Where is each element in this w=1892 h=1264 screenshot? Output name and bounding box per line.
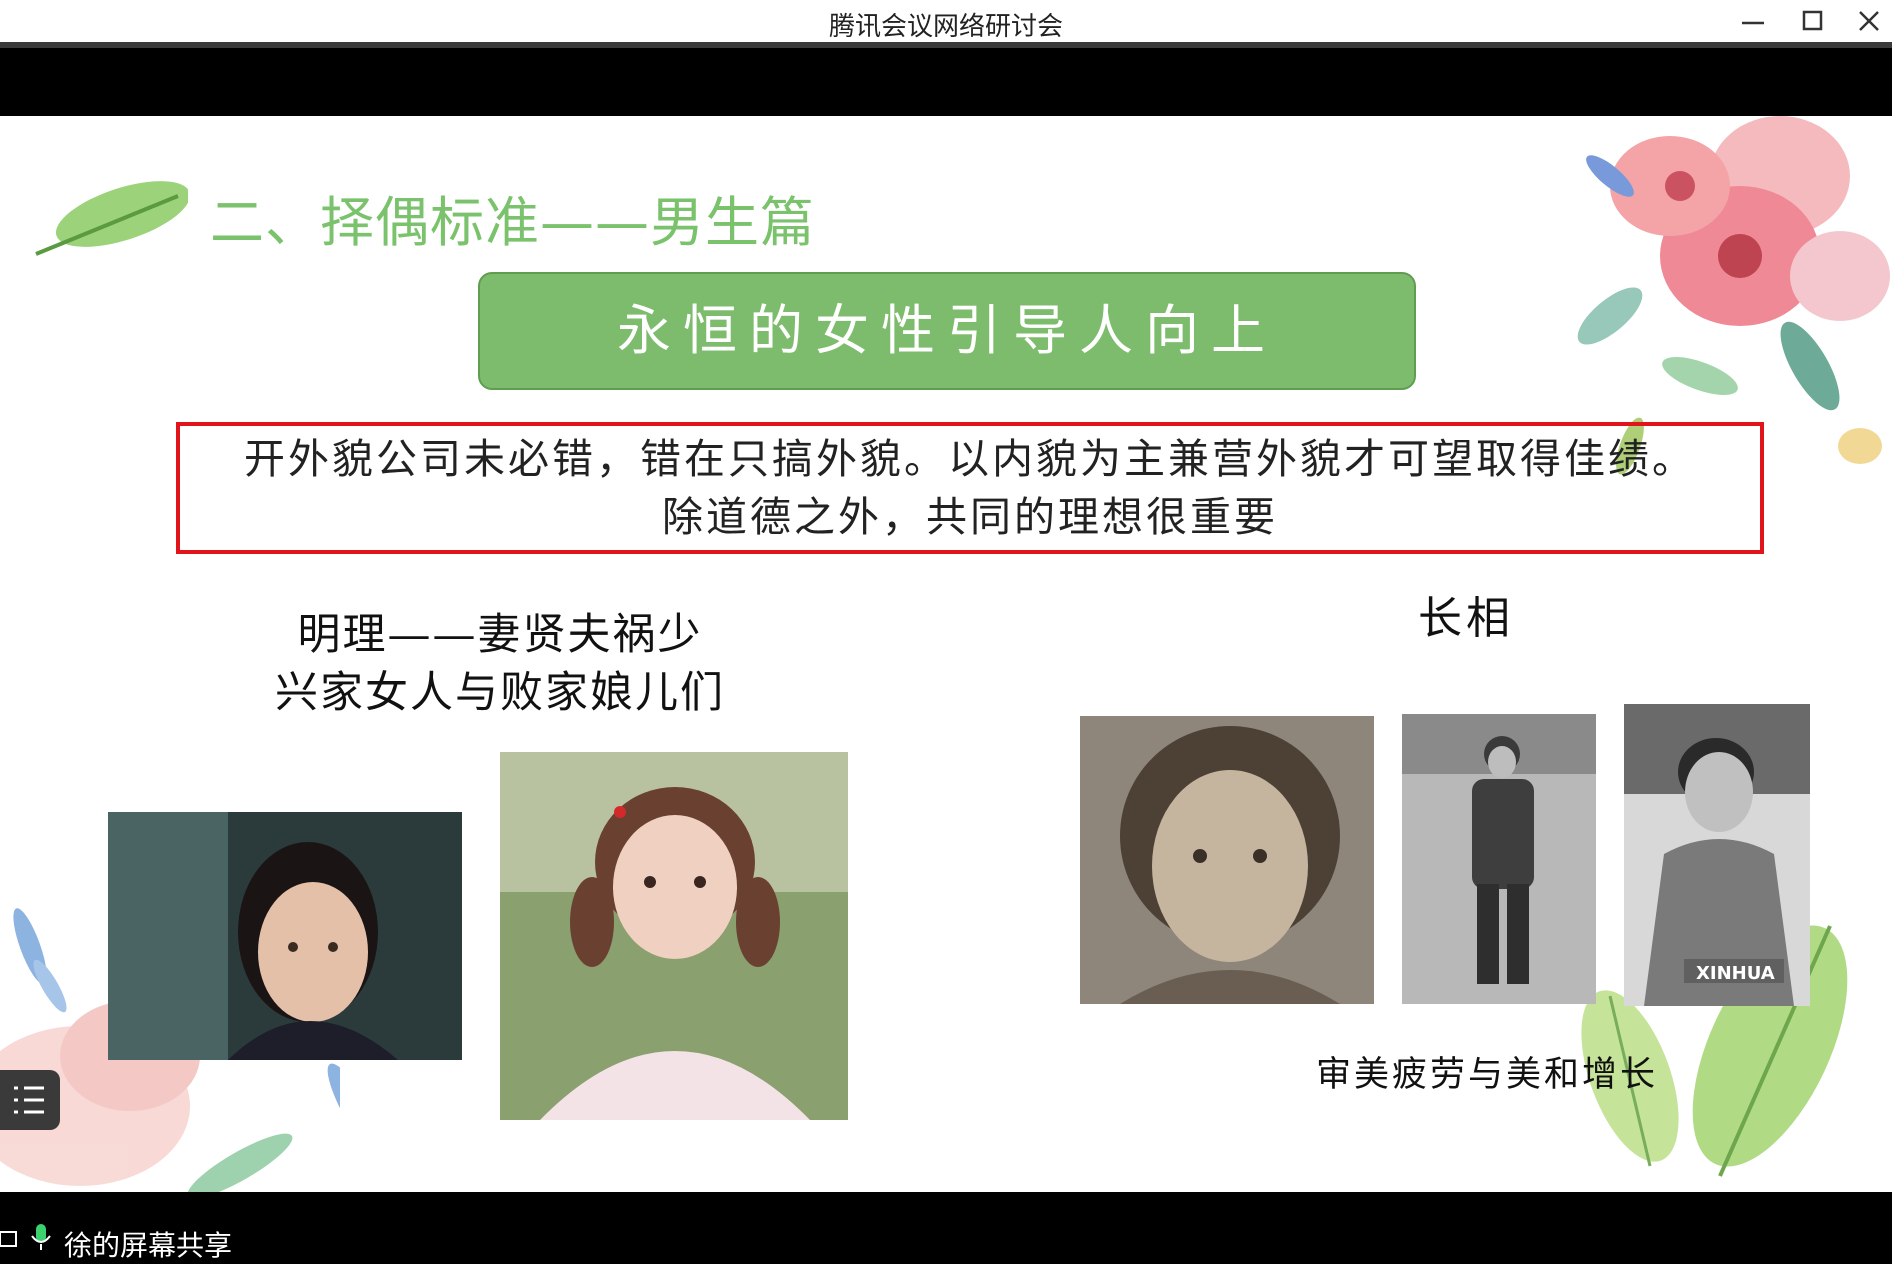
floral-decoration-top-right	[1577, 116, 1890, 475]
window-title-bar: 腾讯会议网络研讨会	[0, 0, 1892, 48]
looks-label: 长相	[1418, 593, 1514, 644]
maximize-button[interactable]	[1790, 6, 1834, 36]
right-caption: 审美疲劳与美和增长	[1316, 1055, 1659, 1095]
video-letterbox-top	[0, 48, 1892, 116]
microphone-icon[interactable]	[28, 1222, 54, 1252]
minimize-button[interactable]	[1730, 6, 1774, 36]
portrait-photo-1	[108, 812, 462, 1060]
meeting-bottom-bar	[0, 1192, 1892, 1252]
sidebar-toggle-button[interactable]	[0, 1070, 60, 1130]
list-icon	[14, 1086, 44, 1114]
portrait-photo-5: XINHUA	[1624, 704, 1810, 1006]
quote-box: 开外貌公司未必错，错在只搞外貌。以内貌为主兼营外貌才可望取得佳绩。 除道德之外，…	[176, 422, 1764, 554]
screen-share-icon	[0, 1231, 17, 1247]
close-icon	[1859, 11, 1879, 31]
xinhua-watermark: XINHUA	[1696, 963, 1775, 984]
portrait-photo-3	[1080, 716, 1374, 1004]
slide-banner: 永恒的女性引导人向上	[478, 272, 1416, 390]
close-button[interactable]	[1846, 6, 1890, 36]
minimize-icon	[1742, 21, 1764, 25]
left-caption-line-2: 兴家女人与败家娘儿们	[275, 668, 725, 718]
slide-heading: 二、择偶标准——男生篇	[210, 191, 815, 254]
quote-line-2: 除道德之外，共同的理想很重要	[662, 493, 1278, 541]
quote-line-1: 开外貌公司未必错，错在只搞外貌。以内貌为主兼营外貌才可望取得佳绩。	[244, 435, 1696, 483]
left-caption: 明理——妻贤夫祸少 兴家女人与败家娘儿们	[180, 606, 820, 722]
left-caption-line-1: 明理——妻贤夫祸少	[297, 610, 703, 660]
shared-slide: 二、择偶标准——男生篇 永恒的女性引导人向上 开外貌公司未必错，错在只搞外貌。以…	[0, 116, 1892, 1192]
portrait-photo-4	[1402, 714, 1596, 1004]
window-title: 腾讯会议网络研讨会	[828, 12, 1063, 42]
portrait-photo-2	[500, 752, 848, 1120]
screen-share-label: 徐的屏幕共享	[64, 1229, 233, 1262]
leaf-icon	[35, 181, 188, 256]
maximize-icon	[1802, 10, 1823, 31]
